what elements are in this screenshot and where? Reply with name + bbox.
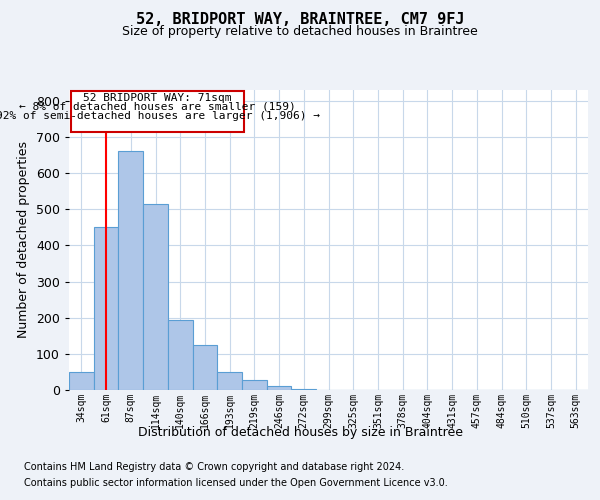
Text: Contains HM Land Registry data © Crown copyright and database right 2024.: Contains HM Land Registry data © Crown c…: [24, 462, 404, 472]
Bar: [143, 204, 168, 390]
Bar: [69, 372, 94, 390]
FancyBboxPatch shape: [71, 90, 244, 132]
Text: Distribution of detached houses by size in Braintree: Distribution of detached houses by size …: [137, 426, 463, 439]
Text: 52 BRIDPORT WAY: 71sqm: 52 BRIDPORT WAY: 71sqm: [83, 92, 232, 102]
Text: Size of property relative to detached houses in Braintree: Size of property relative to detached ho…: [122, 25, 478, 38]
Bar: [94, 228, 118, 390]
Bar: [118, 152, 143, 390]
Y-axis label: Number of detached properties: Number of detached properties: [17, 142, 31, 338]
Bar: [292, 389, 316, 390]
Bar: [168, 320, 193, 390]
Bar: [193, 345, 217, 390]
Text: Contains public sector information licensed under the Open Government Licence v3: Contains public sector information licen…: [24, 478, 448, 488]
Bar: [217, 372, 242, 390]
Text: 52, BRIDPORT WAY, BRAINTREE, CM7 9FJ: 52, BRIDPORT WAY, BRAINTREE, CM7 9FJ: [136, 12, 464, 28]
Bar: [242, 380, 267, 390]
Text: 92% of semi-detached houses are larger (1,906) →: 92% of semi-detached houses are larger (…: [0, 110, 320, 120]
Bar: [267, 386, 292, 390]
Text: ← 8% of detached houses are smaller (159): ← 8% of detached houses are smaller (159…: [19, 102, 296, 112]
